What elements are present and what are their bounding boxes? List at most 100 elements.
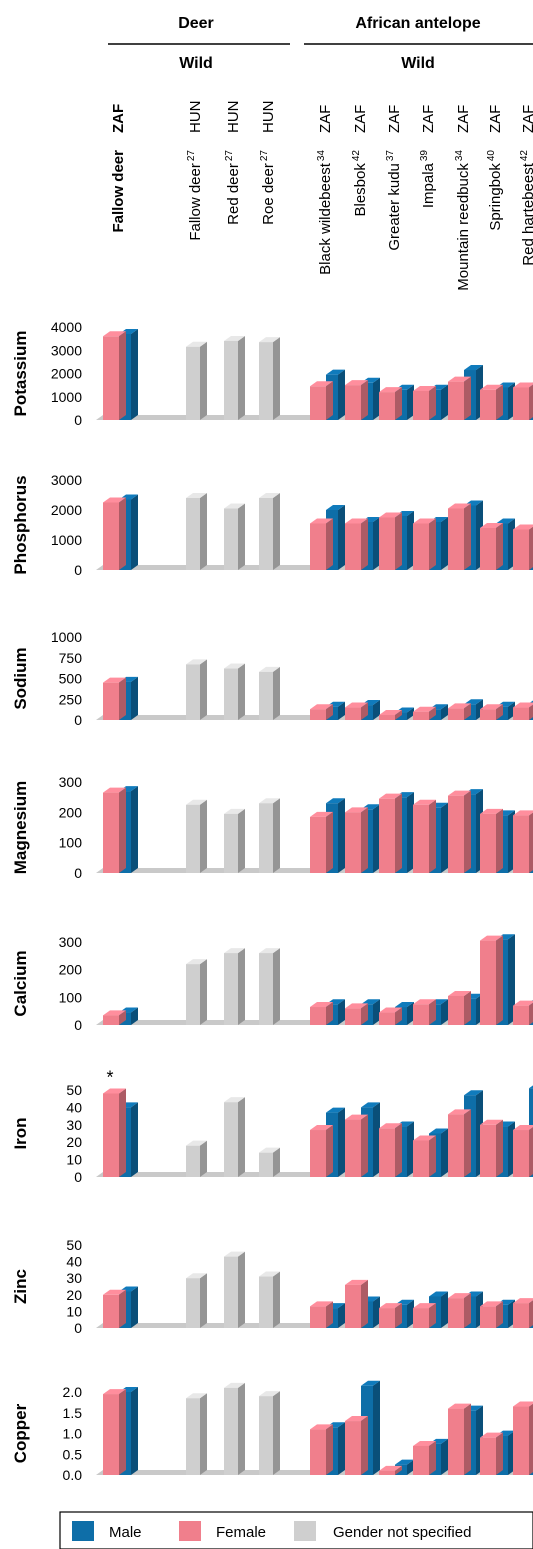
panel-phosphorus: Phosphorus 0 1000 2000 3000	[11, 472, 533, 578]
panel-label-sodium: Sodium	[11, 647, 30, 709]
panel-magnesium: Magnesium 0 100 200 300	[11, 774, 533, 881]
group-title-deer: Deer	[178, 15, 214, 32]
bar-female-impala-7	[413, 1440, 436, 1475]
category-country-6: ZAF	[386, 105, 403, 133]
subgroup-wild-deer: Wild	[179, 55, 213, 72]
panel-label-potassium: Potassium	[11, 331, 30, 417]
category-label-mountain-reedbuck-8: Mountain reedbuck34	[454, 150, 472, 291]
bar-female-mountain-reedbuck-8	[448, 1293, 471, 1328]
panel-label-copper: Copper	[11, 1403, 30, 1463]
tick-label: 0	[74, 1017, 82, 1033]
bar-female-impala-7	[413, 1135, 436, 1177]
bar-female-greater-kudu-6	[379, 1123, 402, 1177]
tick-label: 40	[66, 1254, 82, 1270]
tick-label: 0	[74, 865, 82, 881]
bar-female-springbok-9	[480, 384, 503, 420]
bar-female-fallow-deer-0	[103, 1389, 126, 1475]
group-title-antelope: African antelope	[355, 15, 480, 32]
legend-swatch-female	[179, 1521, 201, 1541]
tick-label: 200	[59, 804, 83, 820]
bar-female-greater-kudu-6	[379, 1303, 402, 1328]
bar-unspecified-roe-deer-3	[259, 1391, 280, 1475]
bar-unspecified-fallow-deer-1	[186, 341, 207, 420]
category-country-8: ZAF	[455, 105, 472, 133]
annotation-asterisk: *	[106, 1067, 113, 1087]
bar-unspecified-fallow-deer-1	[186, 959, 207, 1025]
bar-female-impala-7	[413, 999, 436, 1025]
tick-label: 4000	[51, 319, 82, 335]
bar-female-impala-7	[413, 385, 436, 420]
bar-unspecified-red-deer-2	[224, 1251, 245, 1328]
tick-label: 1.0	[63, 1426, 83, 1442]
bar-unspecified-fallow-deer-1	[186, 659, 207, 720]
bar-unspecified-red-deer-2	[224, 663, 245, 720]
bar-female-springbok-9	[480, 704, 503, 720]
tick-label: 40	[66, 1099, 82, 1115]
bar-unspecified-red-deer-2	[224, 1097, 245, 1177]
bar-female-fallow-deer-0	[103, 331, 126, 420]
bar-female-black-wildebeest-4	[310, 811, 333, 873]
tick-label: 1000	[51, 532, 82, 548]
bar-unspecified-fallow-deer-1	[186, 799, 207, 873]
bar-female-greater-kudu-6	[379, 1007, 402, 1025]
tick-label: 250	[59, 691, 83, 707]
category-label-impala-7: Impala39	[419, 150, 437, 209]
subgroup-wild-antelope: Wild	[401, 55, 435, 72]
tick-label: 1.5	[63, 1405, 83, 1421]
bar-unspecified-roe-deer-3	[259, 493, 280, 570]
bar-female-impala-7	[413, 706, 436, 720]
category-country-5: ZAF	[352, 105, 369, 133]
category-label-roe-deer-3: Roe deer27	[259, 150, 277, 225]
tick-label: 20	[66, 1134, 82, 1150]
category-country-4: ZAF	[317, 105, 334, 133]
panel-calcium: Calcium 0 100 200 300	[11, 934, 533, 1033]
bar-female-black-wildebeest-4	[310, 1301, 333, 1328]
bar-female-blesbok-5	[345, 1416, 368, 1475]
bar-unspecified-red-deer-2	[224, 808, 245, 873]
bar-female-blesbok-5	[345, 702, 368, 720]
legend: Male Female Gender not specified	[59, 1511, 533, 1549]
bar-female-springbok-9	[480, 1432, 503, 1475]
category-label-black-wildebeest-4: Black wildebeest34	[316, 150, 334, 275]
tick-label: 0.0	[63, 1467, 83, 1483]
category-label-blesbok-5: Blesbok42	[351, 150, 369, 217]
bar-female-mountain-reedbuck-8	[448, 990, 471, 1025]
bar-female-mountain-reedbuck-8	[448, 376, 471, 420]
tick-label: 300	[59, 934, 83, 950]
legend-label-male: Male	[109, 1524, 142, 1541]
bar-female-greater-kudu-6	[379, 710, 402, 720]
bar-female-red-hartebeest-10	[513, 524, 533, 570]
bar-female-fallow-deer-0	[103, 1088, 126, 1177]
bar-unspecified-roe-deer-3	[259, 666, 280, 720]
bar-female-blesbok-5	[345, 1114, 368, 1177]
category-country-2: HUN	[225, 101, 242, 134]
bar-female-blesbok-5	[345, 807, 368, 873]
category-label-red-deer-2: Red deer27	[224, 150, 242, 225]
panel-label-magnesium: Magnesium	[11, 781, 30, 875]
bar-female-red-hartebeest-10	[513, 810, 533, 873]
bar-female-red-hartebeest-10	[513, 1298, 533, 1328]
tick-label: 0	[74, 712, 82, 728]
bar-female-fallow-deer-0	[103, 1289, 126, 1328]
category-country-7: ZAF	[420, 105, 437, 133]
bar-female-black-wildebeest-4	[310, 704, 333, 720]
bar-female-black-wildebeest-4	[310, 1002, 333, 1025]
tick-label: 50	[66, 1237, 82, 1253]
tick-label: 2.0	[63, 1384, 83, 1400]
bar-female-black-wildebeest-4	[310, 1125, 333, 1177]
bar-female-blesbok-5	[345, 518, 368, 570]
tick-label: 1000	[51, 629, 82, 645]
panel-sodium: Sodium 0 250 500 750 1000	[11, 629, 533, 728]
panel-label-zinc: Zinc	[11, 1269, 30, 1304]
bar-female-greater-kudu-6	[379, 387, 402, 420]
bar-female-black-wildebeest-4	[310, 381, 333, 420]
bar-female-red-hartebeest-10	[513, 702, 533, 720]
tick-label: 200	[59, 962, 83, 978]
bar-female-impala-7	[413, 1303, 436, 1328]
panel-label-phosphorus: Phosphorus	[11, 475, 30, 574]
bar-female-springbok-9	[480, 808, 503, 873]
bar-unspecified-roe-deer-3	[259, 337, 280, 420]
